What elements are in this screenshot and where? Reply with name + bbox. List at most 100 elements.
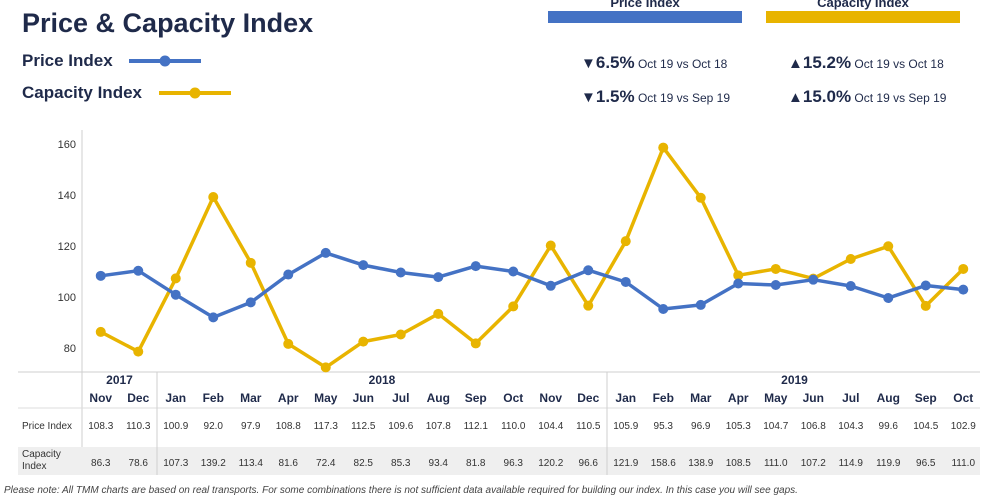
data-point (433, 272, 444, 283)
table-cell-value: 72.4 (316, 458, 336, 469)
stat-value: 1.5% (595, 87, 635, 106)
data-point (133, 265, 144, 276)
data-point (583, 300, 594, 311)
table-cell-value: 121.9 (613, 458, 638, 469)
data-point (883, 293, 894, 304)
year-label: 2017 (106, 373, 133, 387)
table-cell-value: 138.9 (688, 458, 713, 469)
table-cell-value: 96.5 (916, 458, 936, 469)
table-cell-value: 108.3 (88, 421, 113, 432)
table-cell-value: 117.3 (314, 421, 339, 432)
data-point (470, 261, 481, 272)
table-cell-value: 104.7 (763, 421, 788, 432)
x-tick-label: Feb (653, 391, 674, 405)
year-label: 2019 (781, 373, 808, 387)
data-point (545, 280, 556, 291)
footer-note: Please note: All TMM charts are based on… (4, 485, 798, 496)
x-tick-label: Oct (953, 391, 973, 405)
data-point (245, 257, 256, 268)
data-point (658, 303, 669, 314)
table-cell-value: 111.0 (764, 458, 788, 469)
data-point (133, 346, 144, 357)
arrow-up-icon: ▲ (788, 55, 803, 72)
data-point (583, 265, 594, 276)
x-tick-label: Dec (577, 391, 599, 405)
data-point (733, 278, 744, 289)
stat-note: Oct 19 vs Oct 18 (637, 57, 728, 71)
table-cell-value: 107.8 (426, 421, 451, 432)
table-cell-value: 104.3 (838, 421, 863, 432)
data-point (845, 281, 856, 292)
data-point (433, 308, 444, 319)
y-tick-label: 120 (58, 241, 76, 253)
table-row-label-part: Index (22, 461, 46, 472)
table-cell-value: 86.3 (91, 458, 111, 469)
data-point (545, 240, 556, 251)
column-header-bar (548, 11, 742, 23)
legend-line-marker-icon (158, 87, 231, 99)
table-cell-value: 110.3 (126, 421, 151, 432)
x-tick-label: Jun (803, 391, 824, 405)
column-header-price-index: Price Index (548, 0, 742, 23)
x-tick-label: Feb (203, 391, 224, 405)
table-cell-value: 112.1 (464, 421, 489, 432)
table-cell-value: 109.6 (388, 421, 413, 432)
stat-note: Oct 19 vs Sep 19 (637, 91, 731, 105)
x-tick-label: Nov (89, 391, 112, 405)
arrow-down-icon: ▼ (581, 55, 596, 72)
table-cell-value: 107.2 (801, 458, 826, 469)
y-tick-label: 140 (58, 190, 76, 202)
column-header-label: Capacity Index (817, 0, 909, 10)
data-point (395, 329, 406, 340)
table-cell-value: 93.4 (429, 458, 449, 469)
table-cell-value: 92.0 (204, 421, 224, 432)
data-point (958, 263, 969, 274)
column-header-label: Price Index (610, 0, 680, 10)
table-cell-value: 110.5 (576, 421, 601, 432)
x-tick-label: Jan (165, 391, 186, 405)
data-point (320, 247, 331, 258)
arrow-down-icon: ▼ (581, 89, 596, 106)
table-cell-value: 96.6 (579, 458, 599, 469)
x-tick-label: Oct (503, 391, 523, 405)
y-tick-label: 160 (58, 139, 76, 151)
x-tick-label: Jul (392, 391, 409, 405)
data-point (695, 299, 706, 310)
table-row-label-part: Capacity (22, 449, 61, 460)
legend-label: Price Index (22, 50, 113, 70)
table-cell-value: 107.3 (163, 458, 188, 469)
table-cell-value: 81.6 (279, 458, 299, 469)
table-cell-value: 119.9 (876, 458, 901, 469)
table-cell-value: 110.0 (501, 421, 526, 432)
stat-value: 15.2% (802, 53, 852, 72)
legend-label: Capacity Index (22, 82, 142, 102)
table-cell-value: 108.5 (726, 458, 751, 469)
data-point (358, 260, 369, 271)
data-point (170, 273, 181, 284)
data-point (508, 266, 519, 277)
table-cell-value: 82.5 (354, 458, 374, 469)
data-point (920, 300, 931, 311)
x-tick-label: Mar (240, 391, 262, 405)
data-point (170, 289, 181, 300)
data-point (320, 362, 331, 373)
column-header-bar (766, 11, 960, 23)
legend-price-index: Price Index (22, 50, 203, 71)
data-point (95, 326, 106, 337)
table-cell-value: 102.9 (951, 421, 976, 432)
data-point (845, 254, 856, 265)
table-cell-value: 104.5 (913, 421, 938, 432)
table-cell-value: 104.4 (538, 421, 563, 432)
data-point (283, 269, 294, 280)
x-tick-label: Sep (915, 391, 937, 405)
table-cell-value: 96.9 (691, 421, 711, 432)
data-point (808, 274, 819, 285)
data-point (470, 338, 481, 349)
table-cell-value: 112.5 (351, 421, 376, 432)
data-point (770, 263, 781, 274)
data-point (958, 284, 969, 295)
data-point (395, 267, 406, 278)
y-tick-label: 100 (58, 292, 76, 304)
table-cell-value: 100.9 (163, 421, 188, 432)
